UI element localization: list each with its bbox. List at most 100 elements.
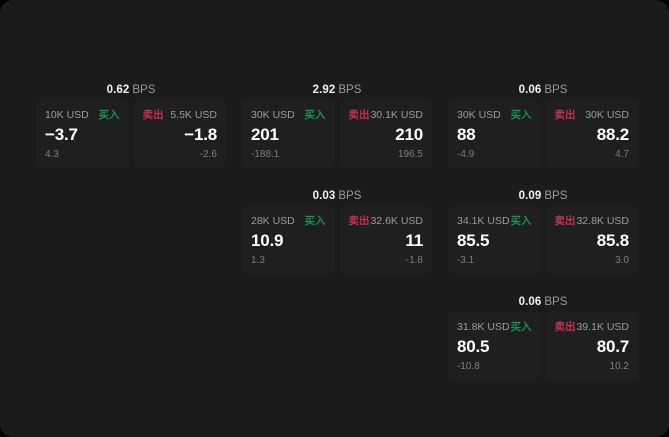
card-header: 0.62 BPS <box>36 78 226 100</box>
spread-card[interactable]: 0.06 BPS 31.8K USD 买入 80.5 -10.8 39.1K USD 卖出 80… <box>448 290 638 380</box>
sell-panel[interactable]: 30.1K USD 卖出 210 196.5 <box>339 100 432 168</box>
buy-delta-value: -4.9 <box>457 149 475 160</box>
buy-price-value: 88 <box>457 125 476 144</box>
buy-price-row: 88 <box>457 124 532 146</box>
spread-card[interactable]: 0.62 BPS 10K USD 买入 −3.7 4.3 5.5K USD 卖出 −1.8 -2.… <box>36 78 226 168</box>
sell-panel[interactable]: 5.5K USD 卖出 −1.8 -2.6 <box>133 100 226 168</box>
sell-panel-top: 32.8K USD 卖出 <box>554 214 630 228</box>
sell-action-label[interactable]: 卖出 <box>142 109 164 121</box>
spread-column: 0.06 BPS 30K USD 买入 88 -4.9 30K USD 卖出 88.2 4.7 0.… <box>448 78 638 380</box>
sell-delta-row: 3.0 <box>555 254 629 267</box>
buy-action-label[interactable]: 买入 <box>98 109 120 121</box>
sell-panel-top: 30K USD 卖出 <box>554 108 630 122</box>
buy-panel-top: 30K USD 买入 <box>457 108 532 122</box>
card-header: 0.06 BPS <box>448 290 638 312</box>
bps-unit-label: BPS <box>544 296 568 308</box>
sell-delta-row: 196.5 <box>349 148 423 161</box>
sell-size-label: 5.5K USD <box>170 108 217 121</box>
sell-price-row: −1.8 <box>143 124 217 146</box>
buy-delta-value: -10.8 <box>457 361 480 372</box>
buy-panel[interactable]: 30K USD 买入 201 -188.1 <box>242 100 335 168</box>
buy-action-label[interactable]: 买入 <box>510 321 532 333</box>
buy-delta-row: -4.9 <box>457 148 532 161</box>
sell-panel-top: 39.1K USD 卖出 <box>554 320 630 334</box>
card-header: 0.06 BPS <box>448 78 638 100</box>
buy-delta-row: 1.3 <box>251 254 326 267</box>
card-body: 34.1K USD 买入 85.5 -3.1 32.8K USD 卖出 85.8 3.0 <box>448 206 638 274</box>
spread-card[interactable]: 0.09 BPS 34.1K USD 买入 85.5 -3.1 32.8K USD 卖出 85.… <box>448 184 638 274</box>
card-body: 30K USD 买入 201 -188.1 30.1K USD 卖出 210 196.5 <box>242 100 432 168</box>
buy-delta-value: 4.3 <box>45 149 59 160</box>
sell-price-row: 80.7 <box>555 336 629 358</box>
buy-panel[interactable]: 10K USD 买入 −3.7 4.3 <box>36 100 129 168</box>
card-header: 2.92 BPS <box>242 78 432 100</box>
sell-action-label[interactable]: 卖出 <box>554 321 576 333</box>
buy-action-label[interactable]: 买入 <box>304 109 326 121</box>
sell-panel[interactable]: 39.1K USD 卖出 80.7 10.2 <box>545 312 638 380</box>
buy-price-row: 10.9 <box>251 230 326 252</box>
buy-panel[interactable]: 31.8K USD 买入 80.5 -10.8 <box>448 312 541 380</box>
buy-price-value: 201 <box>251 125 279 144</box>
buy-delta-value: 1.3 <box>251 255 265 266</box>
buy-size-label: 30K USD <box>251 108 295 121</box>
spread-card[interactable]: 0.06 BPS 30K USD 买入 88 -4.9 30K USD 卖出 88.2 4.7 <box>448 78 638 168</box>
buy-size-label: 31.8K USD <box>457 320 510 333</box>
sell-price-row: 11 <box>349 230 423 252</box>
sell-action-label[interactable]: 卖出 <box>348 109 370 121</box>
bps-unit-label: BPS <box>544 84 568 96</box>
buy-price-row: 85.5 <box>457 230 532 252</box>
card-body: 10K USD 买入 −3.7 4.3 5.5K USD 卖出 −1.8 -2.6 <box>36 100 226 168</box>
sell-panel[interactable]: 32.8K USD 卖出 85.8 3.0 <box>545 206 638 274</box>
bps-value: 0.03 <box>312 190 336 202</box>
bps-unit-label: BPS <box>544 190 568 202</box>
sell-size-label: 39.1K USD <box>576 320 629 333</box>
sell-price-value: 210 <box>395 125 423 144</box>
sell-price-value: 88.2 <box>596 125 629 144</box>
buy-price-row: −3.7 <box>45 124 120 146</box>
sell-panel[interactable]: 30K USD 卖出 88.2 4.7 <box>545 100 638 168</box>
sell-delta-value: -1.8 <box>405 255 423 266</box>
bps-value: 0.09 <box>518 190 542 202</box>
sell-price-value: 11 <box>405 231 423 250</box>
sell-size-label: 30.1K USD <box>370 108 423 121</box>
buy-panel[interactable]: 30K USD 买入 88 -4.9 <box>448 100 541 168</box>
sell-size-label: 32.6K USD <box>370 214 423 227</box>
card-header: 0.03 BPS <box>242 184 432 206</box>
sell-price-row: 210 <box>349 124 423 146</box>
buy-panel-top: 28K USD 买入 <box>251 214 326 228</box>
sell-panel[interactable]: 32.6K USD 卖出 11 -1.8 <box>339 206 432 274</box>
buy-action-label[interactable]: 买入 <box>510 215 532 227</box>
bps-value: 0.06 <box>518 296 542 308</box>
spread-card[interactable]: 0.03 BPS 28K USD 买入 10.9 1.3 32.6K USD 卖出 11 -1.8 <box>242 184 432 274</box>
buy-size-label: 34.1K USD <box>457 214 510 227</box>
sell-price-value: 80.7 <box>596 337 629 356</box>
buy-size-label: 10K USD <box>45 108 89 121</box>
buy-delta-row: -10.8 <box>457 360 532 373</box>
spread-column: 0.62 BPS 10K USD 买入 −3.7 4.3 5.5K USD 卖出 −1.8 -2.… <box>36 78 226 168</box>
buy-price-row: 80.5 <box>457 336 532 358</box>
sell-panel-top: 32.6K USD 卖出 <box>348 214 424 228</box>
buy-panel[interactable]: 34.1K USD 买入 85.5 -3.1 <box>448 206 541 274</box>
sell-delta-row: -2.6 <box>143 148 217 161</box>
buy-price-row: 201 <box>251 124 326 146</box>
buy-price-value: 85.5 <box>457 231 490 250</box>
bps-unit-label: BPS <box>338 190 362 202</box>
spread-card[interactable]: 2.92 BPS 30K USD 买入 201 -188.1 30.1K USD 卖出 210 1… <box>242 78 432 168</box>
bps-unit-label: BPS <box>338 84 362 96</box>
sell-action-label[interactable]: 卖出 <box>554 109 576 121</box>
sell-action-label[interactable]: 卖出 <box>554 215 576 227</box>
buy-action-label[interactable]: 买入 <box>510 109 532 121</box>
sell-panel-top: 5.5K USD 卖出 <box>142 108 218 122</box>
sell-action-label[interactable]: 卖出 <box>348 215 370 227</box>
bps-unit-label: BPS <box>132 84 156 96</box>
sell-delta-value: 196.5 <box>397 149 423 160</box>
buy-panel[interactable]: 28K USD 买入 10.9 1.3 <box>242 206 335 274</box>
sell-price-value: −1.8 <box>184 125 217 144</box>
spread-card-board: 0.62 BPS 10K USD 买入 −3.7 4.3 5.5K USD 卖出 −1.8 -2.… <box>36 78 638 380</box>
buy-panel-top: 34.1K USD 买入 <box>457 214 532 228</box>
buy-delta-row: -188.1 <box>251 148 326 161</box>
sell-delta-value: 3.0 <box>615 255 629 266</box>
buy-action-label[interactable]: 买入 <box>304 215 326 227</box>
buy-delta-row: 4.3 <box>45 148 120 161</box>
